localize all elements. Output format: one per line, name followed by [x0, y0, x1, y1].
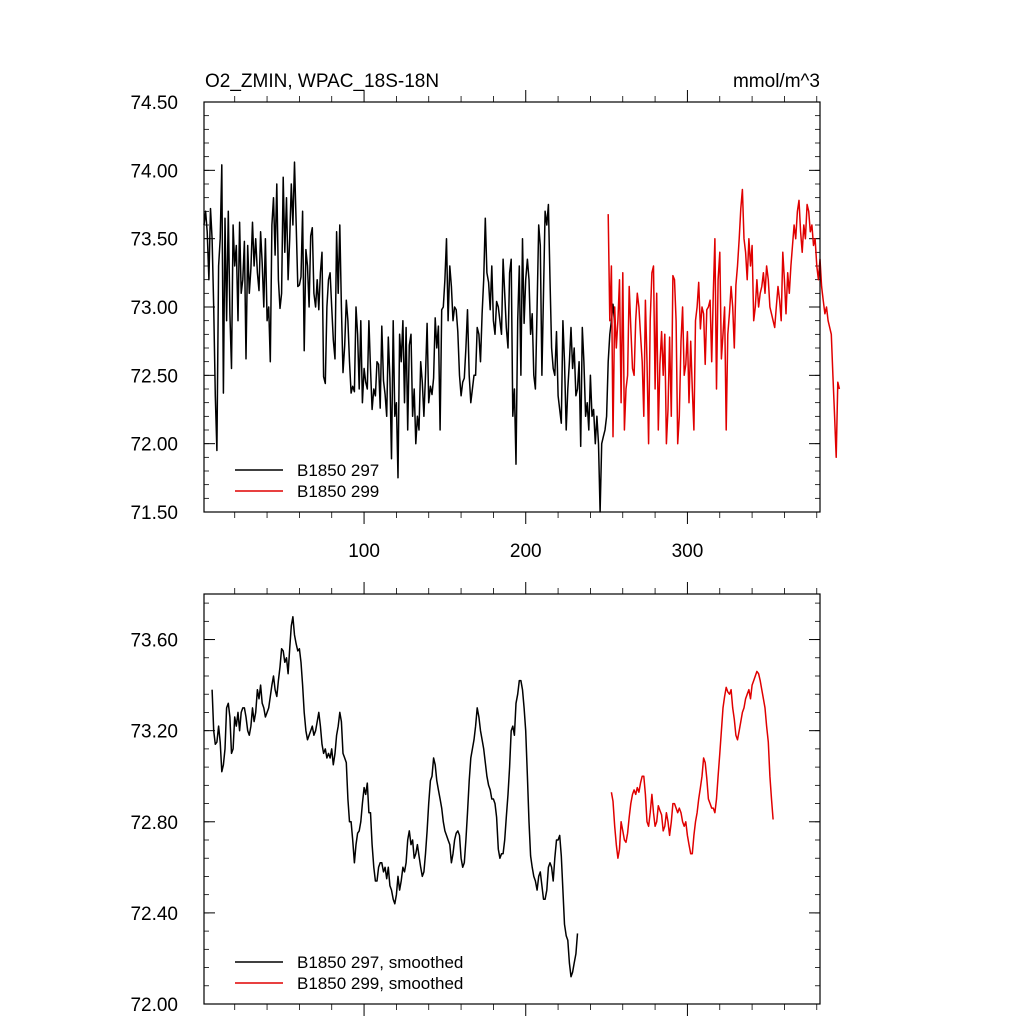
legend-label-b1850-297-smoothed: B1850 297, smoothed: [297, 953, 463, 972]
series-line-b1850-299-smoothed: [610, 670, 774, 859]
series-line-b1850-299: [607, 188, 841, 459]
bottom-plot-frame: [203, 593, 821, 1005]
bottom-panel: 72.00 72.40 72.80 73.20 73.60 B1850 297, smo…: [130, 582, 821, 1016]
bottom-y-tick-label: 73.60: [130, 631, 178, 652]
top-y-tick-label: 74.50: [130, 93, 178, 114]
bottom-legend: B1850 297, smoothed B1850 299, smoothed: [235, 953, 463, 993]
series-line-b1850-297: [203, 161, 616, 513]
top-y-tick-label: 71.50: [130, 503, 178, 524]
units-label: mmol/m^3: [733, 71, 820, 92]
top-x-tick-label: 100: [348, 541, 380, 562]
top-y-tick-label: 73.50: [130, 230, 178, 251]
bottom-plot-area: 72.00 72.40 72.80 73.20 73.60: [130, 582, 820, 1016]
top-y-tick-label: 72.00: [130, 435, 178, 456]
top-y-tick-label: 73.00: [130, 298, 178, 319]
top-legend: B1850 297 B1850 299: [235, 461, 379, 501]
top-panel: O2_ZMIN, WPAC_18S-18N mmol/m^3 71.50 72.0…: [130, 71, 841, 562]
top-x-tick-label: 200: [510, 541, 542, 562]
top-y-tick-label: 72.50: [130, 366, 178, 387]
top-x-tick-label: 300: [672, 541, 704, 562]
legend-label-b1850-299: B1850 299: [297, 482, 379, 501]
top-plot-frame: [203, 101, 821, 513]
bottom-y-tick-label: 73.20: [130, 722, 178, 743]
legend-label-b1850-299-smoothed: B1850 299, smoothed: [297, 974, 463, 993]
legend-label-b1850-297: B1850 297: [297, 461, 379, 480]
series-line-b1850-297-smoothed: [211, 616, 579, 978]
bottom-y-tick-label: 72.80: [130, 813, 178, 834]
top-y-tick-label: 74.00: [130, 161, 178, 182]
top-plot-area: 71.50 72.00 72.50 73.00 73.50 74.00 74.50 100 20…: [130, 90, 841, 562]
chart-title: O2_ZMIN, WPAC_18S-18N: [205, 71, 439, 92]
bottom-y-tick-label: 72.40: [130, 904, 178, 925]
bottom-y-tick-label: 72.00: [130, 995, 178, 1016]
